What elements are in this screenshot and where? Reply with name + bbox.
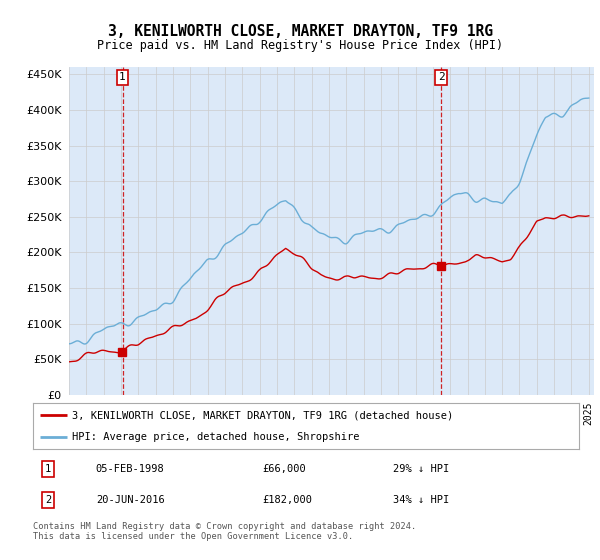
- Text: 2: 2: [437, 72, 445, 82]
- Text: 20-JUN-2016: 20-JUN-2016: [96, 495, 164, 505]
- Text: £66,000: £66,000: [262, 464, 306, 474]
- Text: HPI: Average price, detached house, Shropshire: HPI: Average price, detached house, Shro…: [73, 432, 360, 442]
- Text: 1: 1: [45, 464, 52, 474]
- Text: 05-FEB-1998: 05-FEB-1998: [96, 464, 164, 474]
- Text: 1: 1: [119, 72, 126, 82]
- Text: 3, KENILWORTH CLOSE, MARKET DRAYTON, TF9 1RG (detached house): 3, KENILWORTH CLOSE, MARKET DRAYTON, TF9…: [73, 410, 454, 420]
- Text: 3, KENILWORTH CLOSE, MARKET DRAYTON, TF9 1RG: 3, KENILWORTH CLOSE, MARKET DRAYTON, TF9…: [107, 24, 493, 39]
- Text: 2: 2: [45, 495, 52, 505]
- Text: Contains HM Land Registry data © Crown copyright and database right 2024.
This d: Contains HM Land Registry data © Crown c…: [33, 522, 416, 542]
- Text: Price paid vs. HM Land Registry's House Price Index (HPI): Price paid vs. HM Land Registry's House …: [97, 39, 503, 52]
- Text: 34% ↓ HPI: 34% ↓ HPI: [394, 495, 449, 505]
- Text: £182,000: £182,000: [262, 495, 313, 505]
- Text: 29% ↓ HPI: 29% ↓ HPI: [394, 464, 449, 474]
